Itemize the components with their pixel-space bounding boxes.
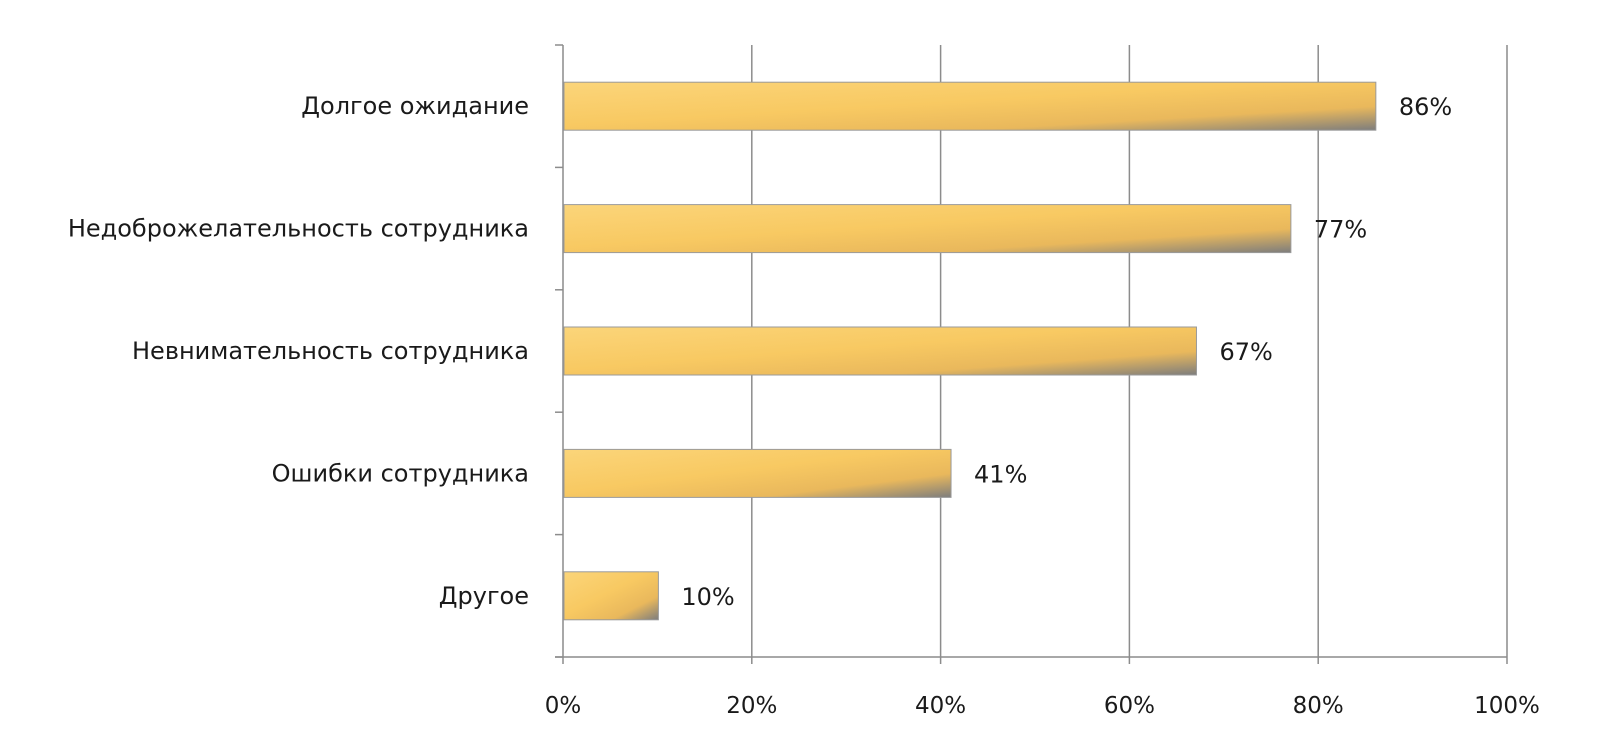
category-label: Другое [439, 582, 529, 610]
x-tick-label: 20% [726, 693, 777, 719]
bar [564, 449, 951, 497]
category-label: Долгое ожидание [301, 92, 529, 120]
x-tick-label: 0% [545, 693, 582, 719]
data-label: 41% [974, 460, 1027, 488]
x-tick-label: 80% [1293, 693, 1344, 719]
data-label: 10% [681, 583, 734, 611]
bar [564, 205, 1291, 253]
data-label: 77% [1314, 216, 1367, 244]
bar [564, 327, 1196, 375]
labels: 0% 20% 40% 60% 80% 100% Долгое ожидание 86% Недо… [68, 92, 1540, 719]
category-label: Недоброжелательность сотрудника [68, 215, 529, 243]
data-label: 86% [1399, 93, 1452, 121]
x-tick-label: 100% [1474, 693, 1540, 719]
category-label: Невнимательность сотрудника [132, 337, 529, 365]
category-label: Ошибки сотрудника [272, 459, 529, 487]
x-tick-label: 60% [1104, 693, 1155, 719]
x-tick-label: 40% [915, 693, 966, 719]
bar [564, 572, 658, 620]
data-label: 67% [1219, 338, 1272, 366]
bar [564, 82, 1376, 130]
